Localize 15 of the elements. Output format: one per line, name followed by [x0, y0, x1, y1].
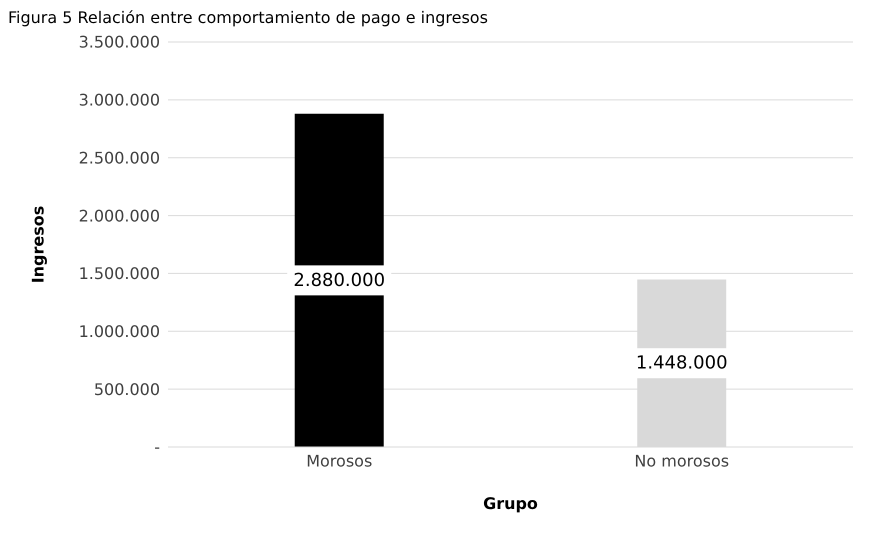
y-axis-title: Ingresos: [28, 206, 48, 284]
y-tick-label: -: [154, 438, 160, 457]
x-axis-title: Grupo: [483, 494, 538, 513]
chart-title: Figura 5 Relación entre comportamiento de pago e ingresos: [8, 8, 489, 29]
y-tick-label: 3.000.000: [78, 90, 160, 110]
y-tick-label: 2.000.000: [78, 206, 160, 226]
data-label: 1.448.000: [636, 352, 728, 374]
y-tick-label: 2.500.000: [78, 148, 160, 168]
x-tick-label: Morosos: [306, 451, 372, 470]
y-tick-label: 3.500.000: [78, 32, 160, 52]
data-label: 2.880.000: [293, 270, 386, 291]
x-tick-label: No morosos: [634, 451, 730, 470]
y-tick-label: 500.000: [94, 380, 160, 399]
y-tick-label: 1.500.000: [78, 264, 160, 284]
y-tick-label: 1.000.000: [78, 322, 160, 341]
